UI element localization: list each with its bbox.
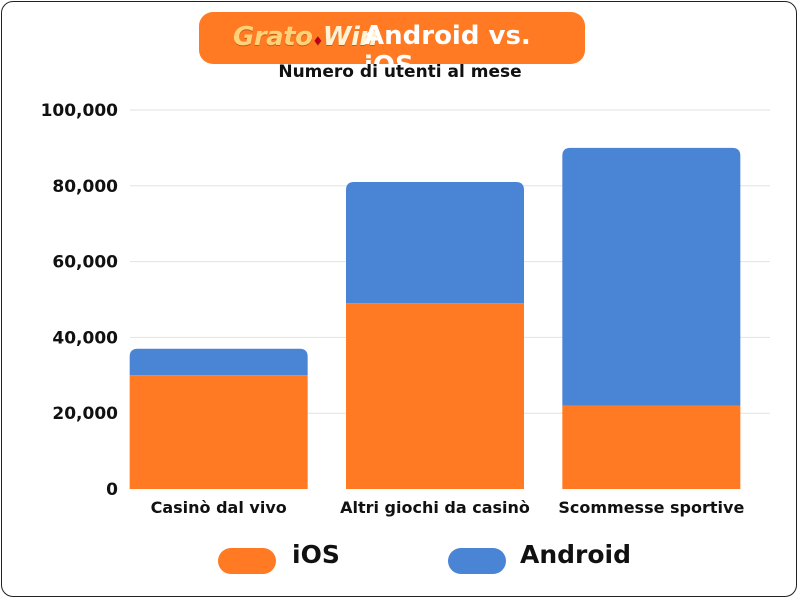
x-category-label: Casinò dal vivo (151, 498, 287, 517)
gratowin-logo: Grato♦Win (233, 22, 378, 52)
y-tick-label: 60,000 (52, 253, 118, 273)
header-banner: Grato♦Win Android vs. iOS (199, 12, 585, 81)
chart-title: Android vs. iOS (364, 21, 531, 81)
bar-android (346, 182, 524, 304)
legend-label-ios: iOS (292, 540, 340, 569)
x-category-label: Altri giochi da casinò (340, 498, 530, 517)
y-tick-label: 20,000 (52, 404, 118, 424)
bar-android (129, 348, 308, 376)
legend-swatch-ios (218, 548, 276, 574)
bar-ios (346, 303, 524, 489)
y-tick-label: 40,000 (52, 328, 118, 348)
bar-android (562, 147, 741, 406)
x-category-label: Scommesse sportive (558, 498, 744, 517)
y-tick-label: 80,000 (52, 177, 118, 197)
bar-ios (562, 405, 741, 489)
logo-text-grato: Grato (233, 22, 313, 52)
bow-icon: ♦ (312, 34, 324, 48)
chart-subtitle: Numero di utenti al mese (278, 62, 522, 82)
logo-text-win: Win (322, 22, 378, 52)
legend-label-android: Android (520, 540, 632, 569)
bar-ios (129, 375, 308, 489)
legend-swatch-android (448, 548, 506, 574)
y-tick-label: 0 (106, 480, 118, 500)
y-tick-label: 100,000 (41, 101, 119, 121)
